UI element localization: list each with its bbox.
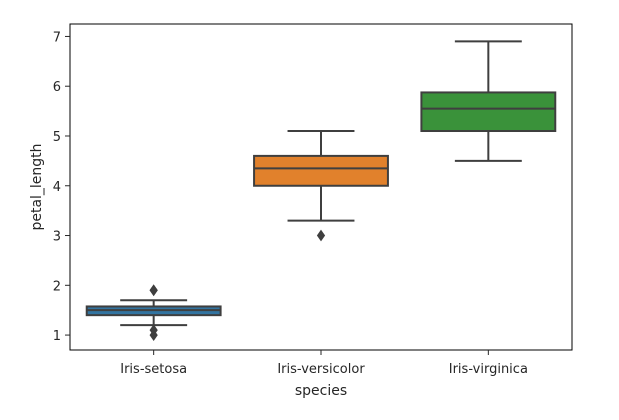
boxes [85, 40, 557, 341]
outlier-point [149, 284, 158, 297]
y-tick-label: 3 [53, 230, 61, 245]
y-axis-label: petal_length [29, 143, 45, 230]
box-iris-versicolor [253, 130, 389, 242]
y-tick-label: 4 [53, 180, 61, 195]
x-tick-label: Iris-setosa [120, 362, 187, 377]
box-iris-virginica [420, 40, 557, 162]
outlier-point [149, 324, 158, 336]
x-axis: Iris-setosa Iris-versicolor Iris-virginica [120, 350, 528, 377]
y-tick-label: 2 [53, 279, 61, 294]
x-axis-label: species [295, 383, 347, 399]
x-tick-label: Iris-versicolor [277, 362, 365, 377]
y-tick-label: 6 [53, 80, 61, 95]
x-tick-label: Iris-virginica [449, 362, 528, 377]
box-iris-setosa [85, 284, 222, 341]
y-tick-label: 5 [53, 130, 61, 145]
iqr-box [253, 154, 389, 187]
y-tick-label: 1 [53, 329, 61, 344]
y-axis: 1 2 3 4 5 6 7 [53, 30, 70, 344]
outlier-point [316, 229, 326, 242]
y-tick-label: 7 [53, 30, 61, 45]
iqr-box [420, 91, 557, 133]
